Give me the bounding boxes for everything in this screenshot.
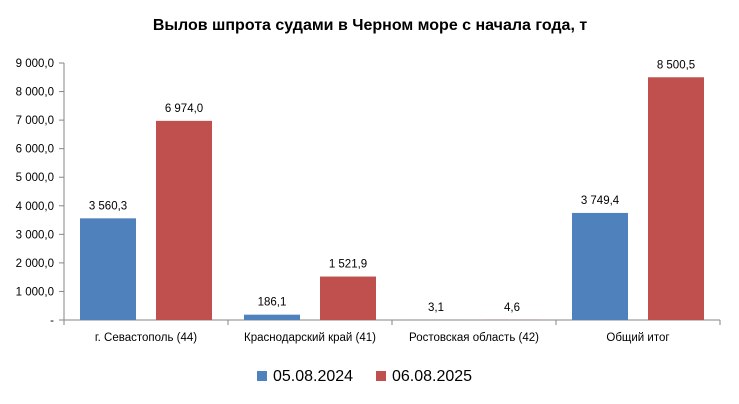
category-label: Общий итог	[606, 332, 669, 344]
data-label: 3,1	[428, 302, 444, 314]
y-tick-label: 5 000,0	[16, 172, 54, 184]
bar	[648, 77, 704, 321]
data-label: 186,1	[258, 297, 287, 309]
data-label: 3 749,4	[581, 195, 620, 207]
category-label: Краснодарский край (41)	[244, 332, 376, 344]
y-tick-label: 1 000,0	[16, 286, 54, 298]
legend-label: 05.08.2024	[273, 368, 353, 385]
y-tick-label: 9 000,0	[16, 58, 54, 70]
data-labels: 3 560,3 186,1 3,1 3 749,4 6 974,0 1 521,9 4,6 8…	[89, 59, 695, 314]
data-label: 8 500,5	[657, 59, 695, 71]
data-label: 1 521,9	[329, 259, 367, 271]
y-tick-label: 6 000,0	[16, 144, 54, 156]
bar	[572, 212, 628, 320]
y-tick-label: 7 000,0	[16, 115, 54, 127]
bars	[80, 77, 704, 321]
y-tick-label: 4 000,0	[16, 201, 54, 213]
category-label: г. Севастополь (44)	[95, 332, 197, 344]
category-label: Ростовская область (42)	[409, 332, 539, 344]
chart-title: Вылов шпрота судами в Черном море с нача…	[153, 17, 588, 34]
data-label: 4,6	[504, 302, 520, 314]
y-tick-label: 2 000,0	[16, 258, 54, 270]
y-tick-label: 3 000,0	[16, 229, 54, 241]
bar	[320, 276, 376, 320]
legend: 05.08.2024 06.08.2025	[257, 368, 472, 385]
legend-label: 06.08.2025	[392, 368, 472, 385]
y-tick-label: -	[50, 315, 54, 327]
y-tick-label: 8 000,0	[16, 87, 54, 99]
bar	[80, 218, 136, 320]
data-label: 3 560,3	[89, 200, 127, 212]
bar	[244, 314, 300, 320]
data-label: 6 974,0	[165, 103, 203, 115]
legend-swatch	[376, 371, 386, 381]
legend-swatch	[257, 371, 267, 381]
bar	[156, 120, 212, 321]
axes: - 1 000,0 2 000,0 3 000,0 4 000,0 5 000,0 6 00…	[16, 58, 721, 344]
